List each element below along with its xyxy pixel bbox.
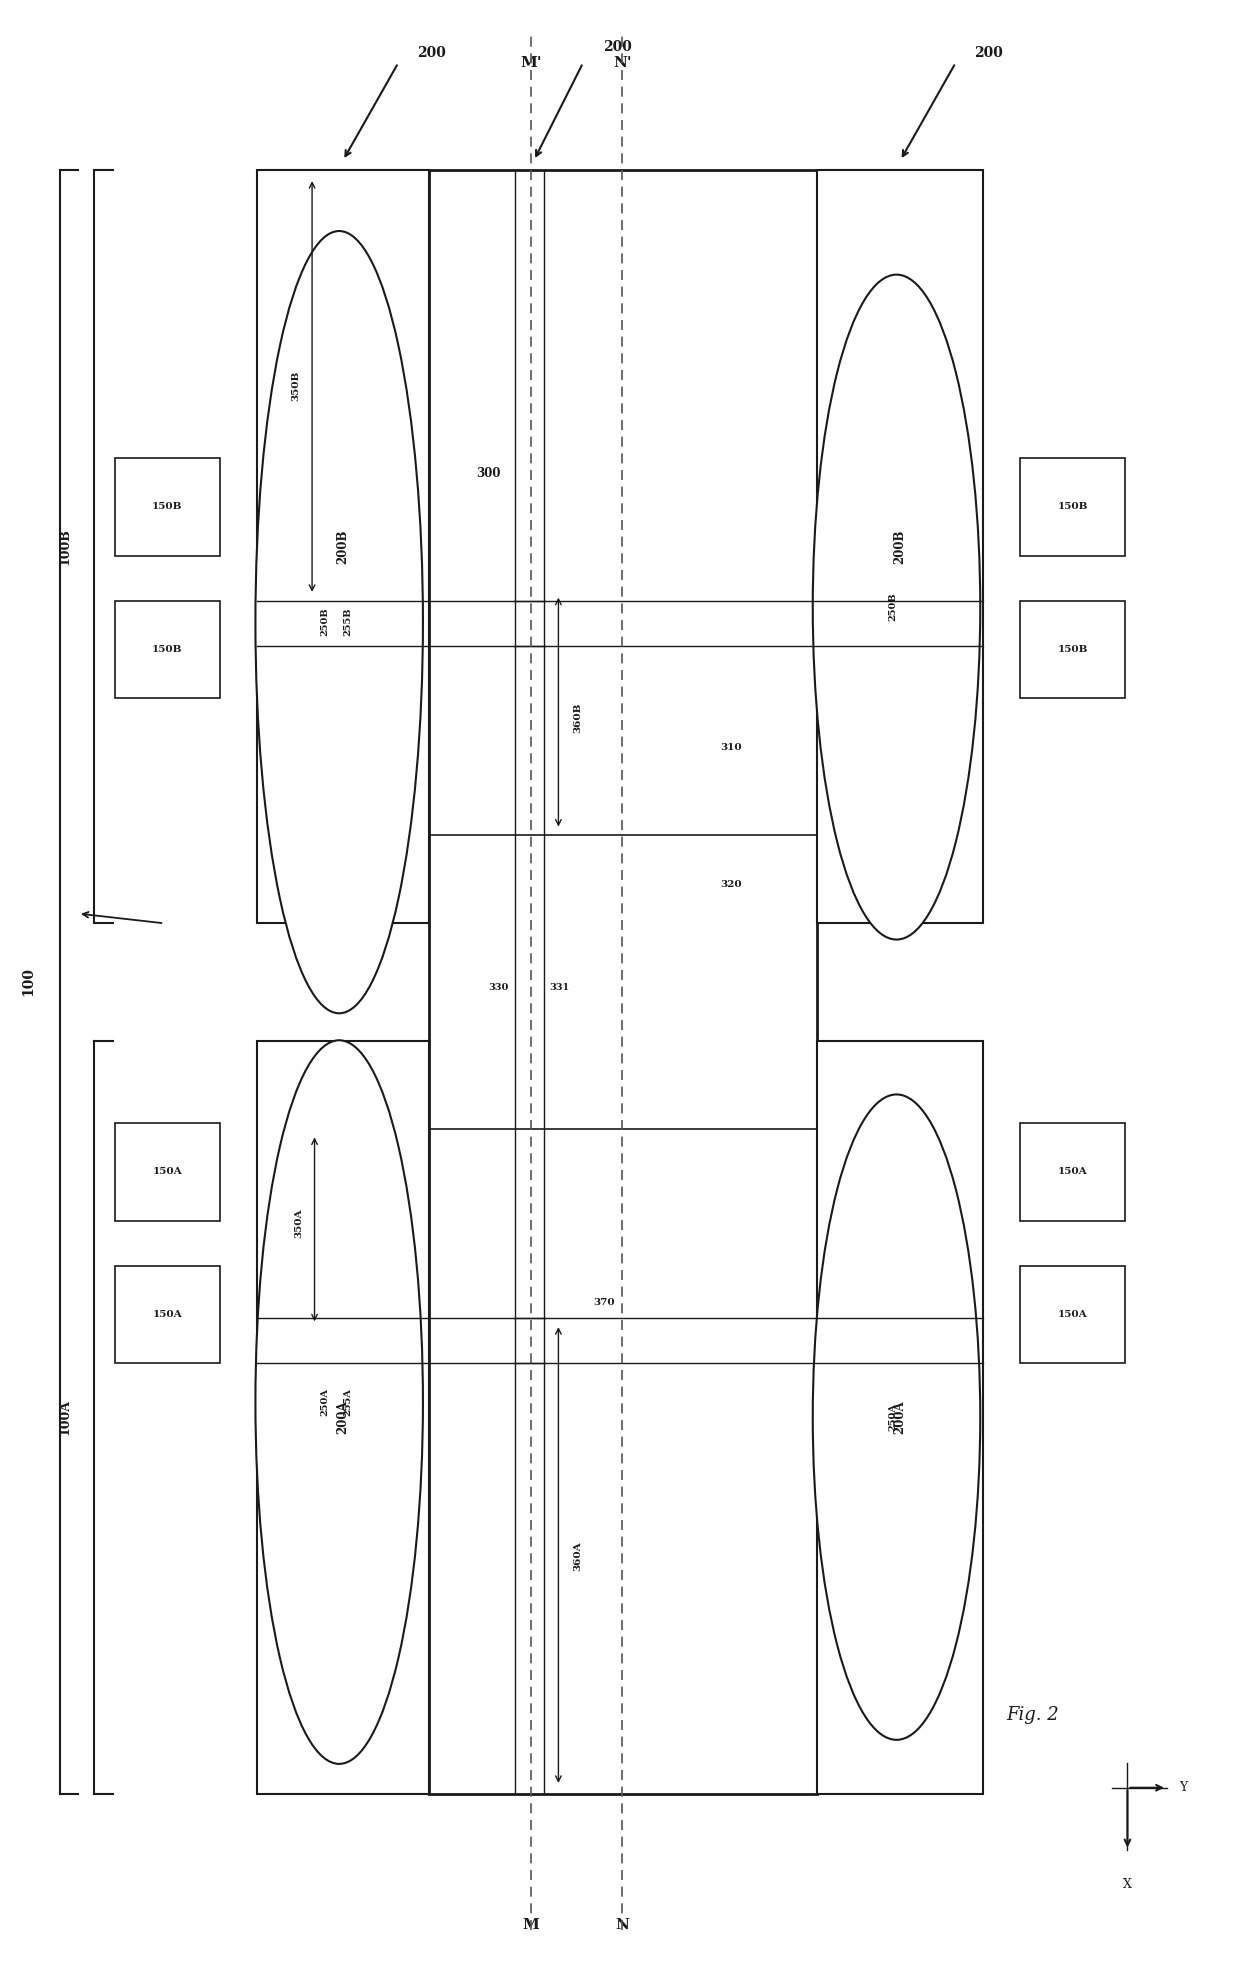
Text: 250A: 250A [320,1389,329,1416]
Text: M': M' [521,55,542,71]
Bar [115,1123,219,1220]
Ellipse shape [812,1094,981,1740]
Text: 350B: 350B [291,371,300,401]
Text: 310: 310 [720,742,742,752]
Text: 200B: 200B [894,530,906,564]
Text: X: X [1123,1878,1132,1891]
Text: 200A: 200A [894,1400,906,1434]
Text: 250A: 250A [888,1402,898,1432]
Text: 370: 370 [593,1298,615,1308]
Text: 150B: 150B [1058,644,1087,654]
Text: 100B: 100B [60,528,72,566]
Text: 150A: 150A [153,1167,182,1176]
Text: 150A: 150A [153,1310,182,1320]
Text: N': N' [613,55,631,71]
Text: 200: 200 [603,39,631,55]
Text: 100A: 100A [60,1398,72,1436]
Text: 150B: 150B [153,503,182,511]
Text: 360B: 360B [573,703,583,733]
Bar [115,458,219,556]
Bar [817,171,983,923]
Bar [1021,601,1125,699]
Text: 320: 320 [720,880,742,890]
Text: 150A: 150A [1058,1310,1087,1320]
Bar [257,1041,429,1793]
Text: N: N [615,1917,630,1933]
Bar [1021,1123,1125,1220]
Text: 150B: 150B [153,644,182,654]
Bar [1021,458,1125,556]
Bar [257,171,429,923]
Text: 100: 100 [21,968,35,996]
Bar [1021,1265,1125,1363]
Text: 200A: 200A [336,1400,350,1434]
Text: 150B: 150B [1058,503,1087,511]
Text: 330: 330 [489,984,510,992]
Text: 331: 331 [549,984,570,992]
Text: 350A: 350A [294,1208,303,1237]
Text: 300: 300 [476,467,501,479]
Ellipse shape [255,232,423,1013]
Text: 255B: 255B [343,609,352,636]
Bar [115,1265,219,1363]
Text: 200: 200 [417,45,445,61]
Text: Y: Y [1179,1781,1188,1795]
Text: 255A: 255A [343,1389,352,1416]
Bar [429,171,817,1793]
Bar [115,601,219,699]
Text: 150A: 150A [1058,1167,1087,1176]
Ellipse shape [812,275,981,939]
Text: 200: 200 [975,45,1003,61]
Text: 360A: 360A [573,1542,583,1571]
Bar [817,1041,983,1793]
Text: M: M [523,1917,539,1933]
Ellipse shape [255,1041,423,1764]
Text: Fig. 2: Fig. 2 [1006,1707,1059,1724]
Text: 200B: 200B [336,530,350,564]
Text: 250B: 250B [888,593,898,621]
Text: 250B: 250B [320,607,329,636]
